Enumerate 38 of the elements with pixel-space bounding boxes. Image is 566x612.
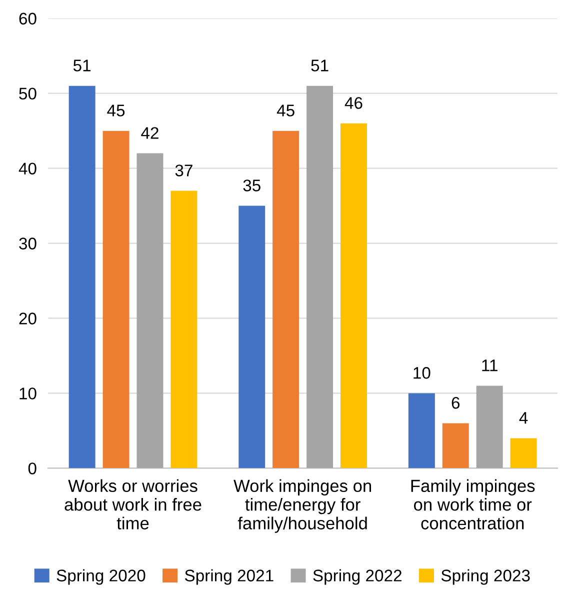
data-label: 10 (414, 367, 430, 379)
data-label: 42 (141, 127, 158, 139)
bar (170, 190, 198, 468)
bar (476, 386, 503, 468)
y-tick-label: 0 (28, 462, 36, 474)
y-tick-label: 60 (19, 12, 36, 25)
data-label: 46 (344, 97, 362, 109)
bar (340, 123, 367, 468)
bar (136, 153, 164, 468)
bar (306, 86, 334, 468)
x-tick-label: Family impinges on work time or concentration (411, 479, 535, 530)
y-tick-label: 40 (18, 162, 36, 175)
data-label: 51 (73, 60, 91, 72)
bar (442, 423, 469, 468)
y-tick-label: 20 (19, 312, 36, 324)
y-tick-label: 10 (20, 388, 36, 400)
bar (272, 130, 300, 468)
data-label: 51 (311, 60, 328, 72)
data-label: 35 (243, 180, 260, 192)
data-label: 45 (276, 104, 294, 116)
y-tick-label: 30 (19, 238, 36, 250)
legend-label: Spring 2023 (441, 569, 530, 585)
bar (408, 393, 435, 468)
legend-label: Spring 2021 (184, 569, 274, 585)
x-tick-label: Work impinges on time/energy for family/household (234, 479, 372, 533)
bar (68, 86, 96, 468)
bar (510, 438, 537, 468)
legend-label: Spring 2020 (56, 569, 146, 585)
data-label: 45 (107, 104, 125, 116)
bar (102, 130, 130, 468)
y-tick-label: 50 (19, 88, 36, 100)
x-tick-label: Works or worries about work in free time (64, 479, 202, 530)
data-label: 11 (482, 360, 498, 372)
data-label: 37 (175, 164, 192, 176)
legend-label: Spring 2022 (313, 569, 402, 585)
data-label: 6 (452, 396, 460, 409)
bar (238, 206, 266, 468)
data-label: 4 (519, 412, 528, 424)
